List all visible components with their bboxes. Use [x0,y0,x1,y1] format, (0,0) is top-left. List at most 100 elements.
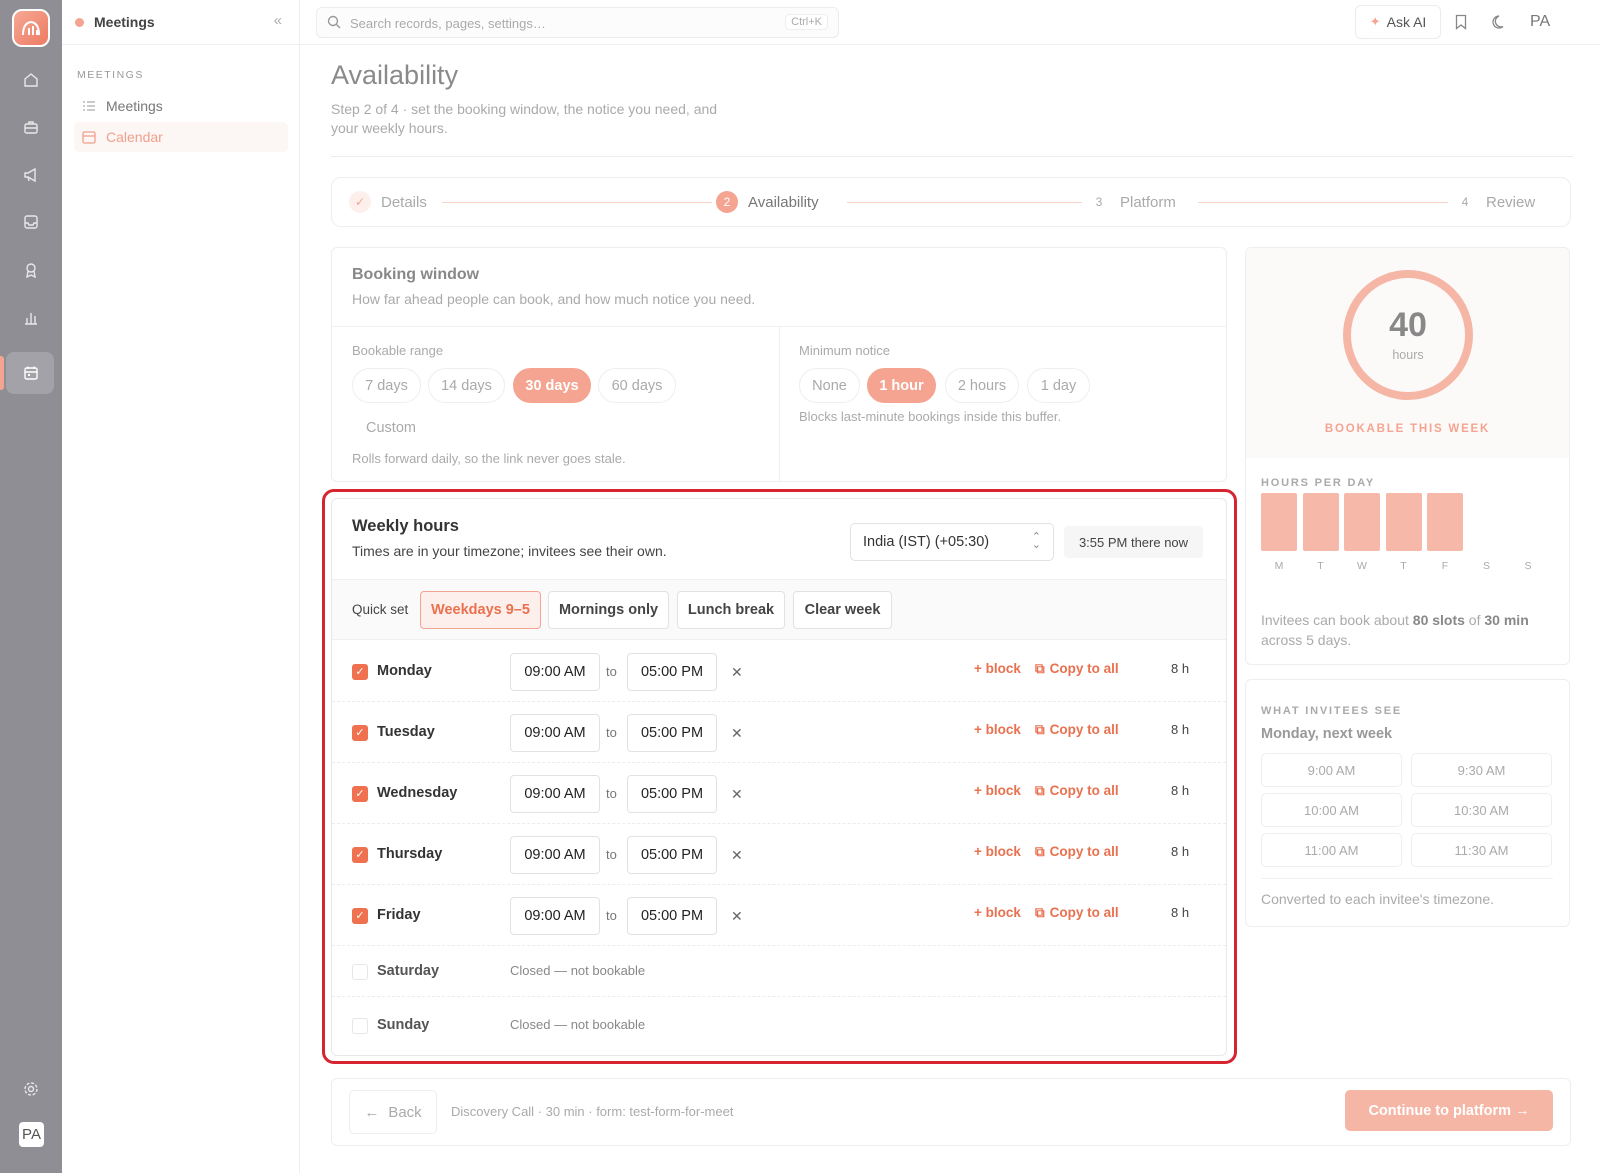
step-label: Availability [748,193,819,211]
day-checkbox[interactable]: ✓ [352,724,368,741]
sidebar-item-calendar[interactable]: Calendar [74,122,288,152]
end-time-input[interactable]: 05:00 PM [627,652,717,691]
remove-range-icon[interactable]: ✕ [731,907,743,924]
calendar-icon[interactable] [19,361,43,385]
back-button[interactable]: ← Back [349,1090,437,1134]
day-checkbox[interactable] [352,1018,368,1034]
step-number: 3 [1095,195,1103,209]
range-option-7-days[interactable]: 7 days [352,368,421,403]
to-label: to [606,785,617,801]
ask-ai-button[interactable]: ✦ Ask AI [1355,5,1441,39]
meeting-summary: Discovery Call · 30 min · form: test-for… [451,1104,734,1119]
bookable-range-label: Bookable range [352,343,444,358]
search-input[interactable]: Search records, pages, settings… Ctrl+K [316,7,839,38]
copy-icon: ⧉ [1035,660,1045,676]
time-slot[interactable]: 11:00 AM [1261,833,1402,867]
step-details[interactable]: ✓ Details [349,191,427,213]
settings-icon[interactable] [19,1077,43,1101]
copy-to-all-button[interactable]: ⧉ Copy to all [1035,661,1119,677]
ask-ai-label: Ask AI [1386,14,1427,30]
start-time-input[interactable]: 09:00 AM [510,774,600,813]
bar-day-label: M [1274,560,1284,572]
briefcase-icon[interactable] [19,115,43,139]
header-divider [331,156,1573,157]
page-subtitle: Step 2 of 4 · set the booking window, th… [331,101,718,136]
megaphone-icon[interactable] [19,163,43,187]
range-option-60-days[interactable]: 60 days [598,368,676,403]
time-slot[interactable]: 10:00 AM [1261,793,1402,827]
range-option-30-days[interactable]: 30 days [513,368,591,403]
step-platform[interactable]: 3 Platform [1088,191,1176,213]
notice-option-2-hours[interactable]: 2 hours [945,368,1019,403]
inbox-icon[interactable] [19,210,43,234]
sidebar-item-meetings[interactable]: Meetings [74,91,288,121]
copy-to-all-button[interactable]: ⧉ Copy to all [1035,844,1119,860]
day-checkbox[interactable]: ✓ [352,846,368,863]
time-slot[interactable]: 9:30 AM [1411,753,1552,787]
remove-range-icon[interactable]: ✕ [731,846,743,863]
notice-option-none[interactable]: None [799,368,860,403]
search-shortcut: Ctrl+K [785,14,828,30]
step-availability[interactable]: 2 Availability [716,191,819,213]
time-slot[interactable]: 9:00 AM [1261,753,1402,787]
calendar-icon [82,130,96,144]
add-block-button[interactable]: + block [974,904,1021,920]
copy-to-all-button[interactable]: ⧉ Copy to all [1035,783,1119,799]
list-icon [82,99,96,113]
end-time-input[interactable]: 05:00 PM [627,896,717,935]
quick-set-lunch-button[interactable]: Lunch break [677,591,785,629]
add-block-button[interactable]: + block [974,843,1021,859]
start-time-input[interactable]: 09:00 AM [510,835,600,874]
quick-set-clear-button[interactable]: Clear week [793,591,892,629]
notice-option-1-hour[interactable]: 1 hour [867,368,936,403]
bookmark-icon[interactable] [1451,12,1471,32]
step-review[interactable]: 4 Review [1454,191,1536,213]
end-time-input[interactable]: 05:00 PM [627,835,717,874]
user-initials[interactable]: PA [1530,13,1551,30]
start-time-input[interactable]: 09:00 AM [510,713,600,752]
summary-text-c: across 5 days. [1261,632,1352,648]
copy-to-all-button[interactable]: ⧉ Copy to all [1035,905,1119,921]
start-time-input[interactable]: 09:00 AM [510,896,600,935]
copy-to-all-button[interactable]: ⧉ Copy to all [1035,722,1119,738]
timezone-select[interactable]: India (IST) (+05:30) ⌃ ⌄ [850,523,1054,561]
app-logo[interactable] [12,9,50,47]
day-checkbox[interactable]: ✓ [352,663,368,680]
remove-range-icon[interactable]: ✕ [731,663,743,680]
chart-icon[interactable] [19,306,43,330]
end-time-input[interactable]: 05:00 PM [627,774,717,813]
end-time-input[interactable]: 05:00 PM [627,713,717,752]
add-block-button[interactable]: + block [974,660,1021,676]
time-slot[interactable]: 11:30 AM [1411,833,1552,867]
quick-set-mornings-button[interactable]: Mornings only [548,591,669,629]
home-icon[interactable] [19,68,43,92]
start-time-input[interactable]: 09:00 AM [510,652,600,691]
remove-range-icon[interactable]: ✕ [731,785,743,802]
time-slot[interactable]: 10:30 AM [1411,793,1552,827]
summary-hero: 40 hours BOOKABLE THIS WEEK [1246,248,1569,458]
continue-button[interactable]: Continue to platform → [1345,1090,1553,1131]
day-checkbox[interactable]: ✓ [352,785,368,802]
copy-label: Copy to all [1049,904,1119,920]
bookable-summary-card: 40 hours BOOKABLE THIS WEEK HOURS PER DA… [1245,247,1570,665]
step-label: Review [1486,193,1536,211]
range-option-14-days[interactable]: 14 days [428,368,505,403]
award-icon[interactable] [19,258,43,282]
add-block-button[interactable]: + block [974,782,1021,798]
range-option-custom[interactable]: Custom [366,419,416,436]
day-checkbox[interactable] [352,963,368,980]
invitee-preview-title: WHAT INVITEES SEE [1261,705,1403,717]
add-block-button[interactable]: + block [974,721,1021,737]
notice-option-1-day[interactable]: 1 day [1027,368,1090,403]
back-label: Back [388,1103,422,1121]
day-checkbox[interactable]: ✓ [352,907,368,924]
quick-set-weekdays-button[interactable]: Weekdays 9–5 [420,591,541,629]
hours-bar [1385,493,1422,551]
status-dot [75,18,84,27]
avatar[interactable]: PA [19,1122,44,1147]
remove-range-icon[interactable]: ✕ [731,724,743,741]
moon-icon[interactable] [1490,12,1510,32]
day-row-wednesday: ✓ Wednesday 09:00 AM to 05:00 PM ✕ + block ⧉ Cop… [332,763,1226,824]
rail-active-bg [6,352,54,394]
collapse-sidebar-icon[interactable]: « [273,12,282,29]
